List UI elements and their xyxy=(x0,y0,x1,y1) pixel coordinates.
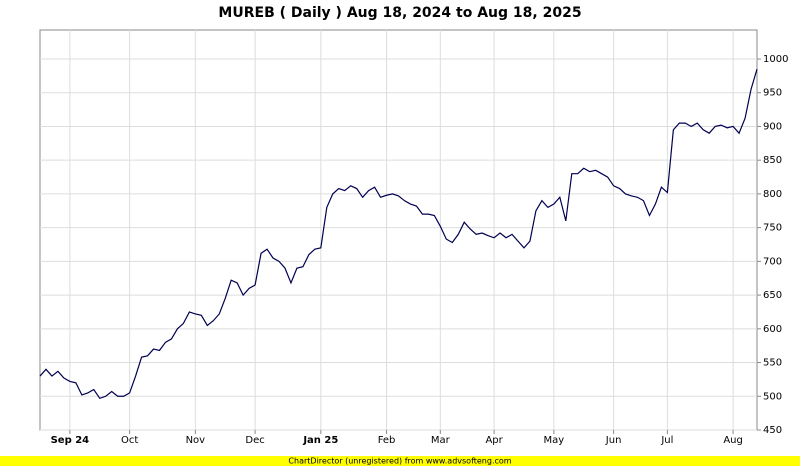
y-tick-label: 800 xyxy=(763,189,782,200)
x-tick-label: Nov xyxy=(186,435,206,446)
y-tick-label: 750 xyxy=(763,223,782,234)
y-tick-label: 900 xyxy=(763,121,782,132)
x-tick-label: Aug xyxy=(723,435,743,446)
x-tick-label: Oct xyxy=(121,435,138,446)
footer: ChartDirector (unregistered) from www.ad… xyxy=(288,457,511,466)
x-tick-label: Mar xyxy=(431,435,451,446)
footer-bar xyxy=(0,456,800,466)
y-tick-label: 1000 xyxy=(763,54,788,65)
x-tick-label: Dec xyxy=(245,435,264,446)
price-line xyxy=(39,68,758,400)
x-tick-label: May xyxy=(544,435,565,446)
y-tick-label: 700 xyxy=(763,256,782,267)
x-tick-label: Sep 24 xyxy=(51,435,90,446)
y-tick-label: 950 xyxy=(763,88,782,99)
x-tick-label: Jan 25 xyxy=(302,435,338,446)
y-tick-label: 850 xyxy=(763,155,782,166)
y-tick-label: 550 xyxy=(763,358,782,369)
y-tick-label: 650 xyxy=(763,290,782,301)
x-tick-label: Jun xyxy=(605,435,622,446)
y-tick-label: 500 xyxy=(763,391,782,402)
x-tick-label: Feb xyxy=(378,435,396,446)
chart-title: MUREB ( Daily ) Aug 18, 2024 to Aug 18, … xyxy=(218,5,581,21)
x-tick-label: Jul xyxy=(660,435,673,446)
plot-area xyxy=(39,29,758,431)
y-tick-label: 600 xyxy=(763,324,782,335)
y-tick-label: 450 xyxy=(763,425,782,436)
x-tick-label: Apr xyxy=(485,435,503,446)
